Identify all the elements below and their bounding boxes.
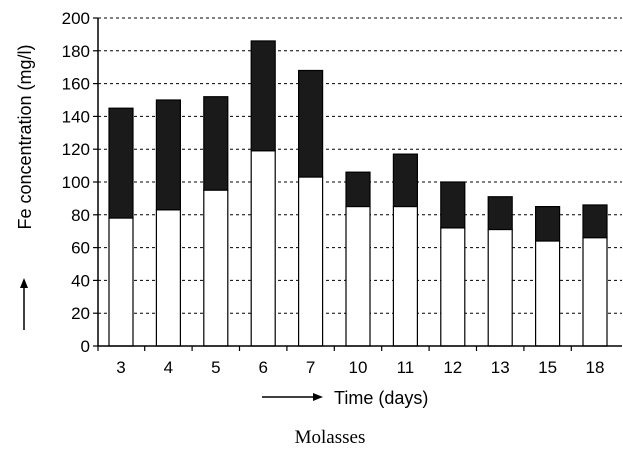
x-tick-label: 11 bbox=[397, 358, 415, 377]
bar-segment-bottom bbox=[345, 206, 371, 347]
bar-segment-bottom bbox=[155, 209, 181, 347]
axes bbox=[93, 17, 622, 351]
bar-segment-top bbox=[534, 206, 561, 242]
x-tick-label: 18 bbox=[586, 358, 605, 377]
bar-segment-bottom bbox=[487, 228, 513, 347]
x-tick-label: 12 bbox=[443, 358, 462, 377]
x-tick-label: 5 bbox=[211, 358, 220, 377]
bar-segment-bottom bbox=[534, 240, 561, 347]
bars bbox=[108, 40, 608, 347]
bar-segment-top bbox=[203, 96, 229, 191]
y-tick-label: 0 bbox=[81, 337, 90, 356]
bar-segment-top bbox=[440, 181, 466, 229]
y-axis-arrow-head bbox=[20, 278, 28, 288]
bar-segment-top bbox=[250, 40, 276, 152]
x-tick-label: 4 bbox=[164, 358, 173, 377]
bar-segment-top bbox=[487, 196, 513, 231]
y-tick-label: 40 bbox=[71, 271, 90, 290]
y-tick-label: 160 bbox=[62, 75, 90, 94]
x-tick-label: 15 bbox=[538, 358, 557, 377]
bar-segment-bottom bbox=[298, 176, 324, 347]
bar-segment-top bbox=[155, 99, 181, 211]
x-tick-label: 3 bbox=[116, 358, 125, 377]
bar-segment-top bbox=[108, 107, 134, 219]
y-tick-label: 140 bbox=[62, 107, 90, 126]
x-tick-label: 13 bbox=[491, 358, 510, 377]
bar-segment-bottom bbox=[582, 237, 608, 347]
y-tick-label: 60 bbox=[71, 239, 90, 258]
bar-segment-bottom bbox=[250, 150, 276, 347]
x-tick-label: 7 bbox=[306, 358, 315, 377]
bar-segment-top bbox=[392, 153, 418, 208]
bar-segment-top bbox=[298, 69, 324, 178]
y-tick-label: 80 bbox=[71, 206, 90, 225]
x-tick-label: 10 bbox=[349, 358, 368, 377]
x-axis-arrow-head bbox=[313, 393, 323, 401]
bar-segment-bottom bbox=[392, 206, 418, 347]
y-tick-labels: 0 20 40 60 80 100 120 140 160 180 200 bbox=[62, 9, 90, 356]
x-tick-label: 6 bbox=[258, 358, 267, 377]
x-tick-labels: 3 4 5 6 7 10 11 12 13 15 18 bbox=[116, 358, 604, 377]
bar-segment-bottom bbox=[203, 189, 229, 347]
bar-segment-bottom bbox=[108, 217, 134, 347]
y-tick-label: 100 bbox=[62, 173, 90, 192]
y-tick-label: 20 bbox=[71, 304, 90, 323]
y-tick-label: 120 bbox=[62, 140, 90, 159]
y-tick-label: 200 bbox=[62, 9, 90, 28]
y-axis-title: Fe concentration (mg/l) bbox=[15, 44, 35, 229]
bar-segment-top bbox=[345, 171, 371, 208]
y-axis-title-group: Fe concentration (mg/l) bbox=[15, 44, 35, 330]
bar-segment-bottom bbox=[440, 227, 466, 347]
chart-caption: Molasses bbox=[295, 427, 366, 448]
bar-segment-top bbox=[582, 204, 608, 239]
x-axis-title-group: Time (days) bbox=[262, 388, 428, 408]
x-axis-title: Time (days) bbox=[334, 388, 428, 408]
y-tick-label: 180 bbox=[62, 42, 90, 61]
